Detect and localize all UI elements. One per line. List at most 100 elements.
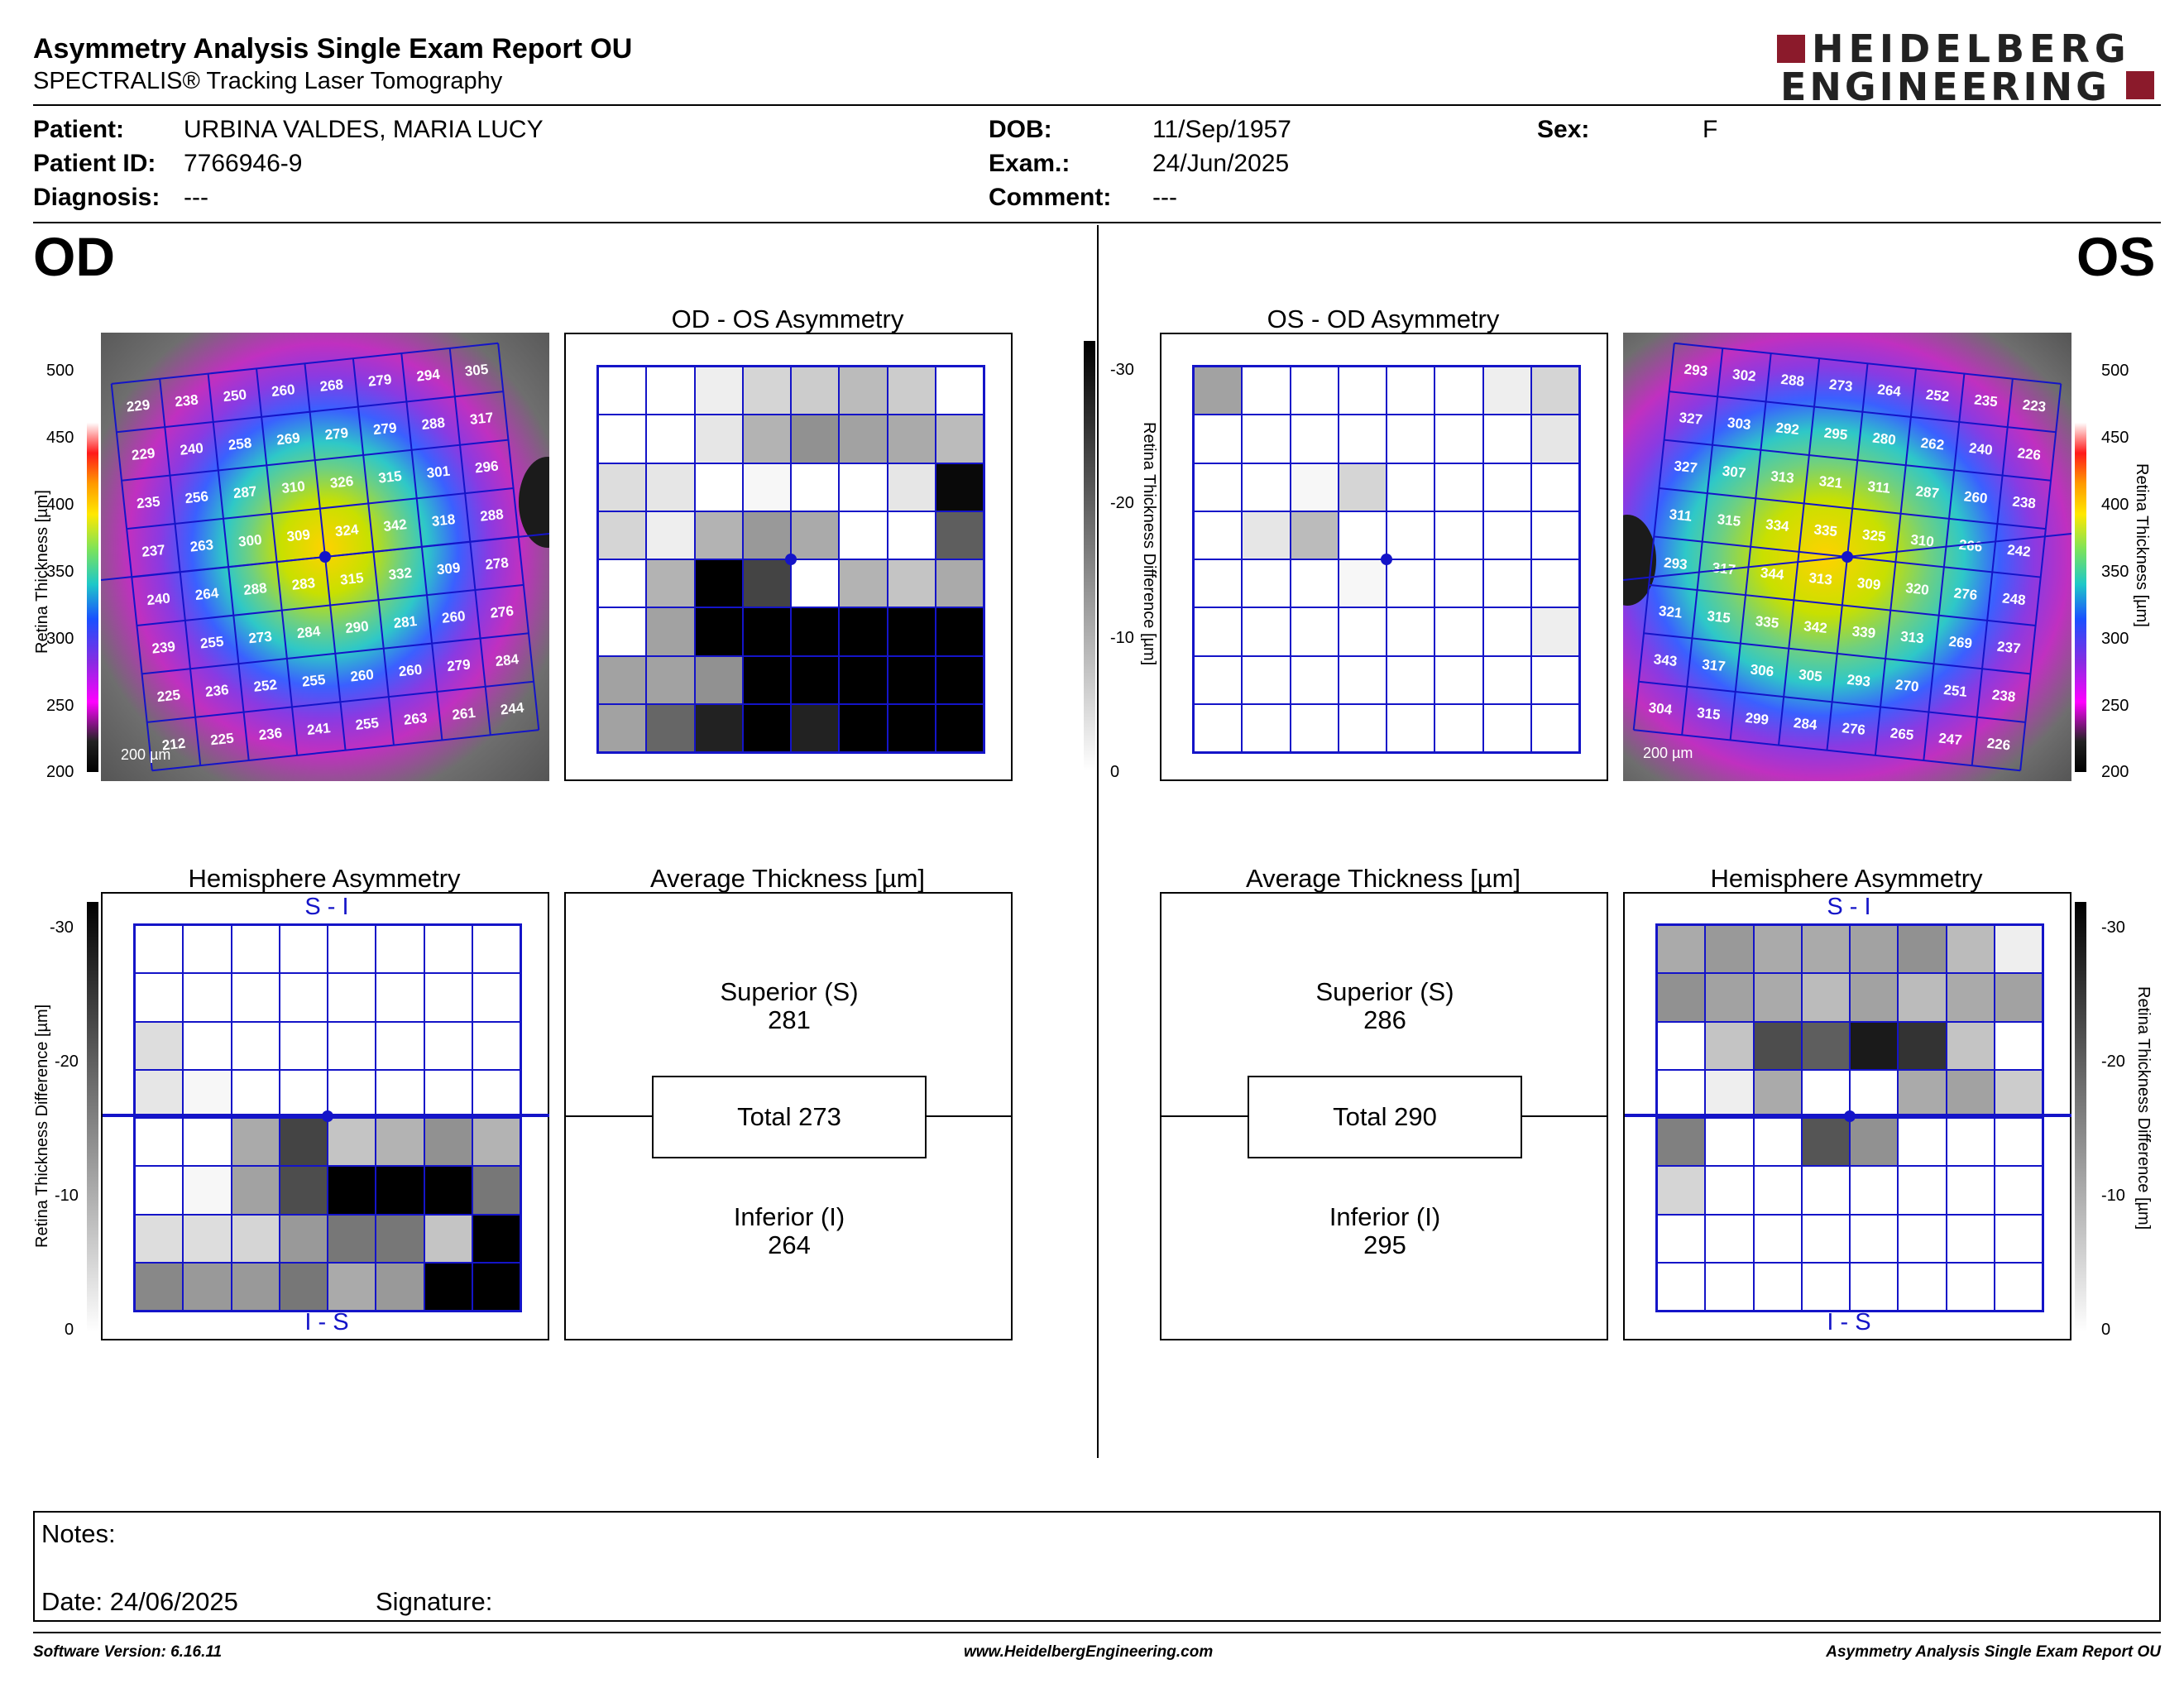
os-map-value-4-0: 293 [1663, 554, 1688, 573]
od-asym-cell-5-2 [694, 607, 743, 656]
od-map-value-1-5: 279 [372, 420, 397, 438]
os-asym-cell-2-7 [1530, 463, 1579, 511]
os-map-value-0-4: 264 [1877, 381, 1903, 400]
os-map-value-5-5: 313 [1899, 628, 1924, 646]
os-hemi-cell-5-1 [1705, 1166, 1754, 1215]
os-asym-fovea-dot [1381, 554, 1392, 565]
os-map-value-2-6: 260 [1963, 488, 1988, 506]
od-asym-cell-6-4 [791, 655, 840, 704]
od-hemi-cell-3-6 [424, 1069, 472, 1118]
os-thick-tick-200: 200 [2101, 763, 2129, 781]
os-asym-cell-1-5 [1434, 415, 1483, 463]
sex-label: Sex: [1537, 116, 1590, 143]
od-hemi-cell-1-6 [424, 973, 472, 1022]
os-asym-cell-0-1 [1242, 367, 1291, 415]
os-asym-cell-1-7 [1530, 415, 1579, 463]
os-total: Total 290 [1333, 1102, 1437, 1131]
os-asym-cell-2-5 [1434, 463, 1483, 511]
notes-box[interactable]: Notes: Date: 24/06/2025 Signature: [33, 1511, 2161, 1622]
od-hemi-cell-3-1 [183, 1069, 232, 1118]
os-asym-cell-0-7 [1530, 367, 1579, 415]
os-asym-cell-5-6 [1482, 607, 1531, 656]
os-map-vline-0 [1632, 343, 1675, 731]
od-asym-cell-3-7 [935, 511, 984, 559]
os-total-box: Total 290 [1248, 1076, 1522, 1158]
center-diff-axis-label: Retina Thickness Difference [µm] [1140, 422, 1158, 666]
os-hemi-tick-30: -30 [2101, 918, 2125, 937]
os-map-value-1-2: 292 [1775, 420, 1800, 438]
website-link[interactable]: www.HeidelbergEngineering.com [964, 1643, 1214, 1661]
os-map-value-5-4: 339 [1851, 623, 1876, 641]
os-asym-cell-4-6 [1482, 559, 1531, 608]
os-hemi-cell-0-3 [1801, 925, 1850, 974]
od-asym-cell-6-2 [694, 655, 743, 704]
os-asym-cell-7-0 [1194, 703, 1243, 752]
os-asym-cell-3-3 [1338, 511, 1387, 559]
os-hemi-cell-2-7 [1994, 1021, 2043, 1070]
os-hemi-cell-1-1 [1705, 973, 1754, 1022]
os-hemi-cell-2-3 [1801, 1021, 1850, 1070]
os-hemi-cell-1-0 [1657, 973, 1706, 1022]
od-map-value-0-5: 279 [367, 372, 392, 390]
od-hemi-cell-7-7 [472, 1262, 520, 1311]
od-asym-cell-4-3 [742, 559, 791, 608]
od-hemi-cell-6-5 [376, 1214, 424, 1263]
od-asym-cell-0-6 [887, 367, 936, 415]
os-hemi-cell-6-1 [1705, 1214, 1754, 1263]
os-hemi-cell-1-5 [1898, 973, 1947, 1022]
header-divider [33, 104, 2161, 106]
center-diff-tick-20: -20 [1110, 494, 1134, 512]
os-label: OS [2076, 226, 2156, 287]
os-map-value-0-0: 293 [1684, 362, 1708, 380]
od-thickness-map: 229 238 250 260 268 279 294 305 229 240 258 269 279 2… [101, 333, 549, 781]
diagnosis-value: --- [184, 184, 208, 211]
os-asym-cell-4-2 [1290, 559, 1339, 608]
od-asym-cell-1-6 [887, 415, 936, 463]
os-map-value-7-2: 299 [1745, 710, 1770, 728]
od-hemi-cell-7-3 [279, 1262, 328, 1311]
os-map-value-1-1: 303 [1727, 415, 1751, 433]
os-map-vline-7 [1971, 378, 2014, 766]
os-thick-tick-300: 300 [2101, 630, 2129, 648]
os-asym-cell-4-3 [1338, 559, 1387, 608]
os-asym-cell-2-0 [1194, 463, 1243, 511]
os-hemi-cell-6-4 [1850, 1214, 1899, 1263]
od-asym-cell-1-1 [646, 415, 695, 463]
od-map-value-6-6: 279 [446, 656, 471, 674]
os-hemi-cell-3-3 [1801, 1069, 1850, 1118]
os-map-value-4-4: 309 [1856, 575, 1881, 593]
od-hemi-cell-2-4 [328, 1021, 376, 1070]
od-map-value-0-0: 229 [126, 397, 151, 415]
heidelberg-logo: HEIDELBERG ENGINEERING [1770, 26, 2159, 109]
od-asym-cell-2-7 [935, 463, 984, 511]
od-map-value-1-4: 279 [324, 424, 349, 443]
os-asym-cell-0-2 [1290, 367, 1339, 415]
os-asym-title: OS - OD Asymmetry [1267, 305, 1500, 333]
center-diff-tick-10: -10 [1110, 629, 1134, 647]
os-hemi-cell-4-4 [1850, 1118, 1899, 1167]
os-asym-cell-6-7 [1530, 655, 1579, 704]
od-hemi-cell-3-5 [376, 1069, 424, 1118]
os-hemi-cell-0-5 [1898, 925, 1947, 974]
od-map-value-1-6: 288 [421, 415, 446, 433]
os-map-hline-5 [1649, 583, 2036, 626]
od-asym-cell-6-5 [839, 655, 888, 704]
os-map-value-5-3: 342 [1803, 618, 1827, 636]
os-asym-cell-1-6 [1482, 415, 1531, 463]
od-hemi-cell-1-3 [279, 973, 328, 1022]
os-hemi-cell-7-2 [1753, 1262, 1802, 1311]
od-map-value-7-0: 212 [161, 736, 186, 754]
od-hemi-cell-3-4 [328, 1069, 376, 1118]
notes-label: Notes: [41, 1519, 116, 1548]
od-hemi-cell-6-1 [183, 1214, 232, 1263]
os-hemi-bottom-label: I - S [1827, 1309, 1871, 1336]
od-map-value-0-4: 268 [319, 376, 344, 395]
os-asym-cell-1-3 [1338, 415, 1387, 463]
os-hemi-panel: S - I I - S [1623, 892, 2071, 1340]
od-avg-title: Average Thickness [µm] [649, 864, 926, 893]
software-version: Software Version: 6.16.11 [33, 1643, 223, 1661]
footer-divider [33, 1632, 2161, 1633]
os-hemi-cell-6-7 [1994, 1214, 2043, 1263]
od-thickness-colorbar [87, 335, 98, 772]
od-asym-cell-3-0 [598, 511, 647, 559]
